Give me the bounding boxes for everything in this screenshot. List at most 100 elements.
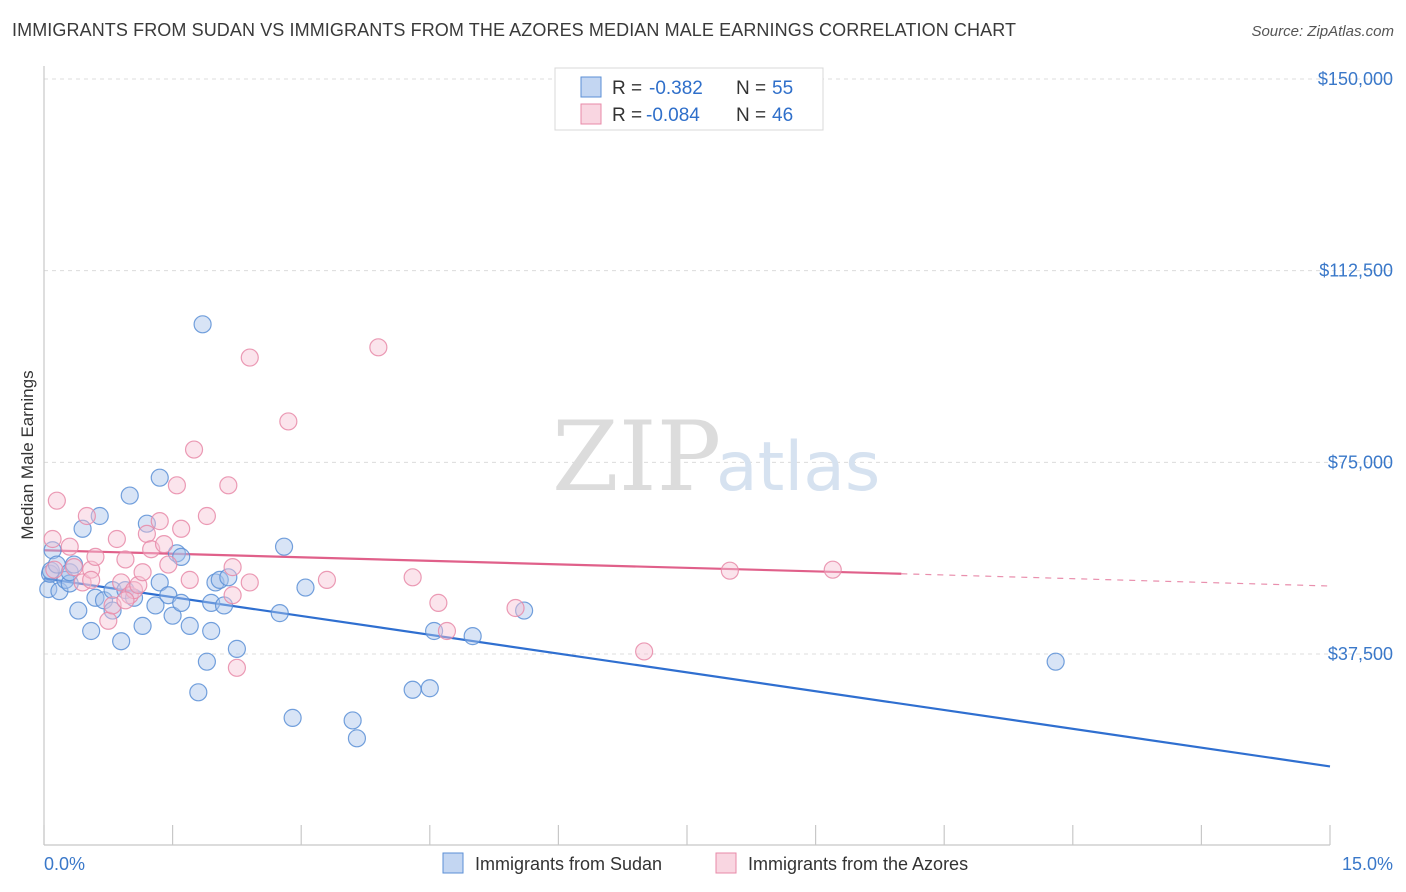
y-tick-labels: $37,500 $75,000 $112,500 $150,000 [1318, 69, 1393, 664]
point-sudan [296, 578, 315, 597]
legend-r-value-azores: -0.084 [646, 105, 700, 126]
point-sudan [197, 652, 216, 671]
point-sudan [219, 568, 238, 587]
chart-title: IMMIGRANTS FROM SUDAN VS IMMIGRANTS FROM… [12, 20, 1017, 40]
point-azores [823, 560, 842, 579]
point-azores [437, 621, 457, 641]
point-azores [369, 338, 388, 357]
point-sudan [270, 604, 289, 623]
trend-lines [43, 549, 1331, 768]
legend-n-value-azores: 46 [772, 105, 793, 126]
point-azores [77, 506, 96, 526]
point-sudan [403, 680, 422, 699]
point-sudan [90, 506, 109, 526]
point-azores [154, 535, 174, 554]
point-azores [116, 591, 135, 610]
point-azores [172, 519, 191, 538]
point-azores [82, 570, 101, 589]
watermark-atlas: atlas [716, 428, 880, 507]
point-azores [137, 524, 156, 543]
x-axis-ticks [43, 825, 1331, 845]
chart-source: Source: ZipAtlas.com [1251, 23, 1394, 40]
point-sudan [420, 679, 439, 698]
x-tick-label-max: 15.0% [1342, 854, 1393, 874]
point-azores [45, 560, 64, 579]
bottom-legend-label-sudan: Immigrants from Sudan [475, 854, 662, 874]
legend-r-label-sudan: R = [612, 78, 642, 99]
point-sudan [120, 486, 139, 505]
point-azores [60, 537, 79, 556]
point-sudan [193, 315, 212, 334]
point-sudan [463, 627, 482, 646]
y-tick-label: $37,500 [1328, 644, 1393, 664]
point-sudan [424, 621, 444, 641]
point-azores [167, 476, 186, 495]
point-sudan [283, 708, 302, 727]
point-sudan [343, 711, 362, 730]
trend-line-azores [43, 549, 902, 575]
point-sudan [146, 596, 165, 615]
stats-legend: R = -0.382 N = 55 R = -0.084 N = 46 [554, 67, 824, 131]
point-azores [86, 547, 105, 566]
legend-n-label-azores: N = [736, 105, 766, 126]
point-azores [43, 529, 62, 549]
point-sudan [180, 616, 199, 635]
trend-line-azores-extension [901, 573, 1331, 587]
point-azores [219, 476, 238, 495]
point-azores [133, 563, 152, 582]
y-tick-label: $150,000 [1318, 69, 1393, 89]
point-azores [116, 550, 135, 569]
point-sudan [150, 573, 169, 592]
point-sudan [103, 601, 122, 620]
point-sudan [227, 639, 246, 658]
point-azores [180, 570, 199, 589]
point-sudan [189, 683, 208, 702]
point-sudan [163, 606, 182, 625]
point-azores [506, 598, 525, 618]
point-azores [223, 586, 242, 605]
point-azores [227, 658, 246, 677]
y-tick-label: $112,500 [1319, 261, 1393, 281]
point-azores [635, 642, 654, 661]
point-azores [184, 440, 204, 459]
point-sudan [50, 582, 69, 601]
point-azores [223, 558, 242, 577]
point-azores [317, 570, 337, 589]
point-azores [197, 506, 216, 526]
point-sudan [82, 621, 101, 641]
scatter-points [39, 315, 1065, 748]
point-sudan [274, 537, 294, 556]
y-tick-label: $75,000 [1328, 452, 1393, 472]
point-azores [107, 529, 126, 549]
trend-line-sudan [43, 577, 1331, 768]
legend-r-value-sudan: -0.382 [649, 78, 703, 99]
point-sudan [39, 579, 58, 599]
series-legend: Immigrants from Sudan Immigrants from th… [442, 852, 968, 874]
bottom-legend-label-azores: Immigrants from the Azores [748, 854, 968, 874]
point-sudan [112, 632, 131, 651]
legend-r-label-azores: R = [612, 105, 642, 126]
bottom-legend-swatch-azores [715, 852, 737, 874]
legend-n-label-sudan: N = [736, 78, 766, 99]
point-azores [159, 555, 178, 574]
watermark-zip: ZIP [552, 401, 721, 513]
point-azores [64, 558, 84, 577]
legend-swatch-azores [580, 103, 602, 125]
point-azores [403, 568, 422, 587]
point-sudan [133, 616, 152, 635]
point-azores [720, 561, 739, 580]
point-azores [279, 412, 298, 431]
point-sudan [172, 593, 191, 612]
point-azores [240, 348, 259, 367]
point-sudan [202, 621, 221, 641]
legend-n-value-sudan: 55 [772, 78, 793, 99]
point-sudan [347, 729, 367, 748]
legend-swatch-sudan [580, 76, 602, 98]
point-azores [150, 512, 169, 531]
point-azores [240, 573, 259, 592]
x-tick-label-min: 0.0% [44, 854, 85, 874]
point-azores [99, 611, 118, 630]
point-azores [47, 491, 66, 510]
bottom-legend-swatch-sudan [442, 852, 464, 874]
